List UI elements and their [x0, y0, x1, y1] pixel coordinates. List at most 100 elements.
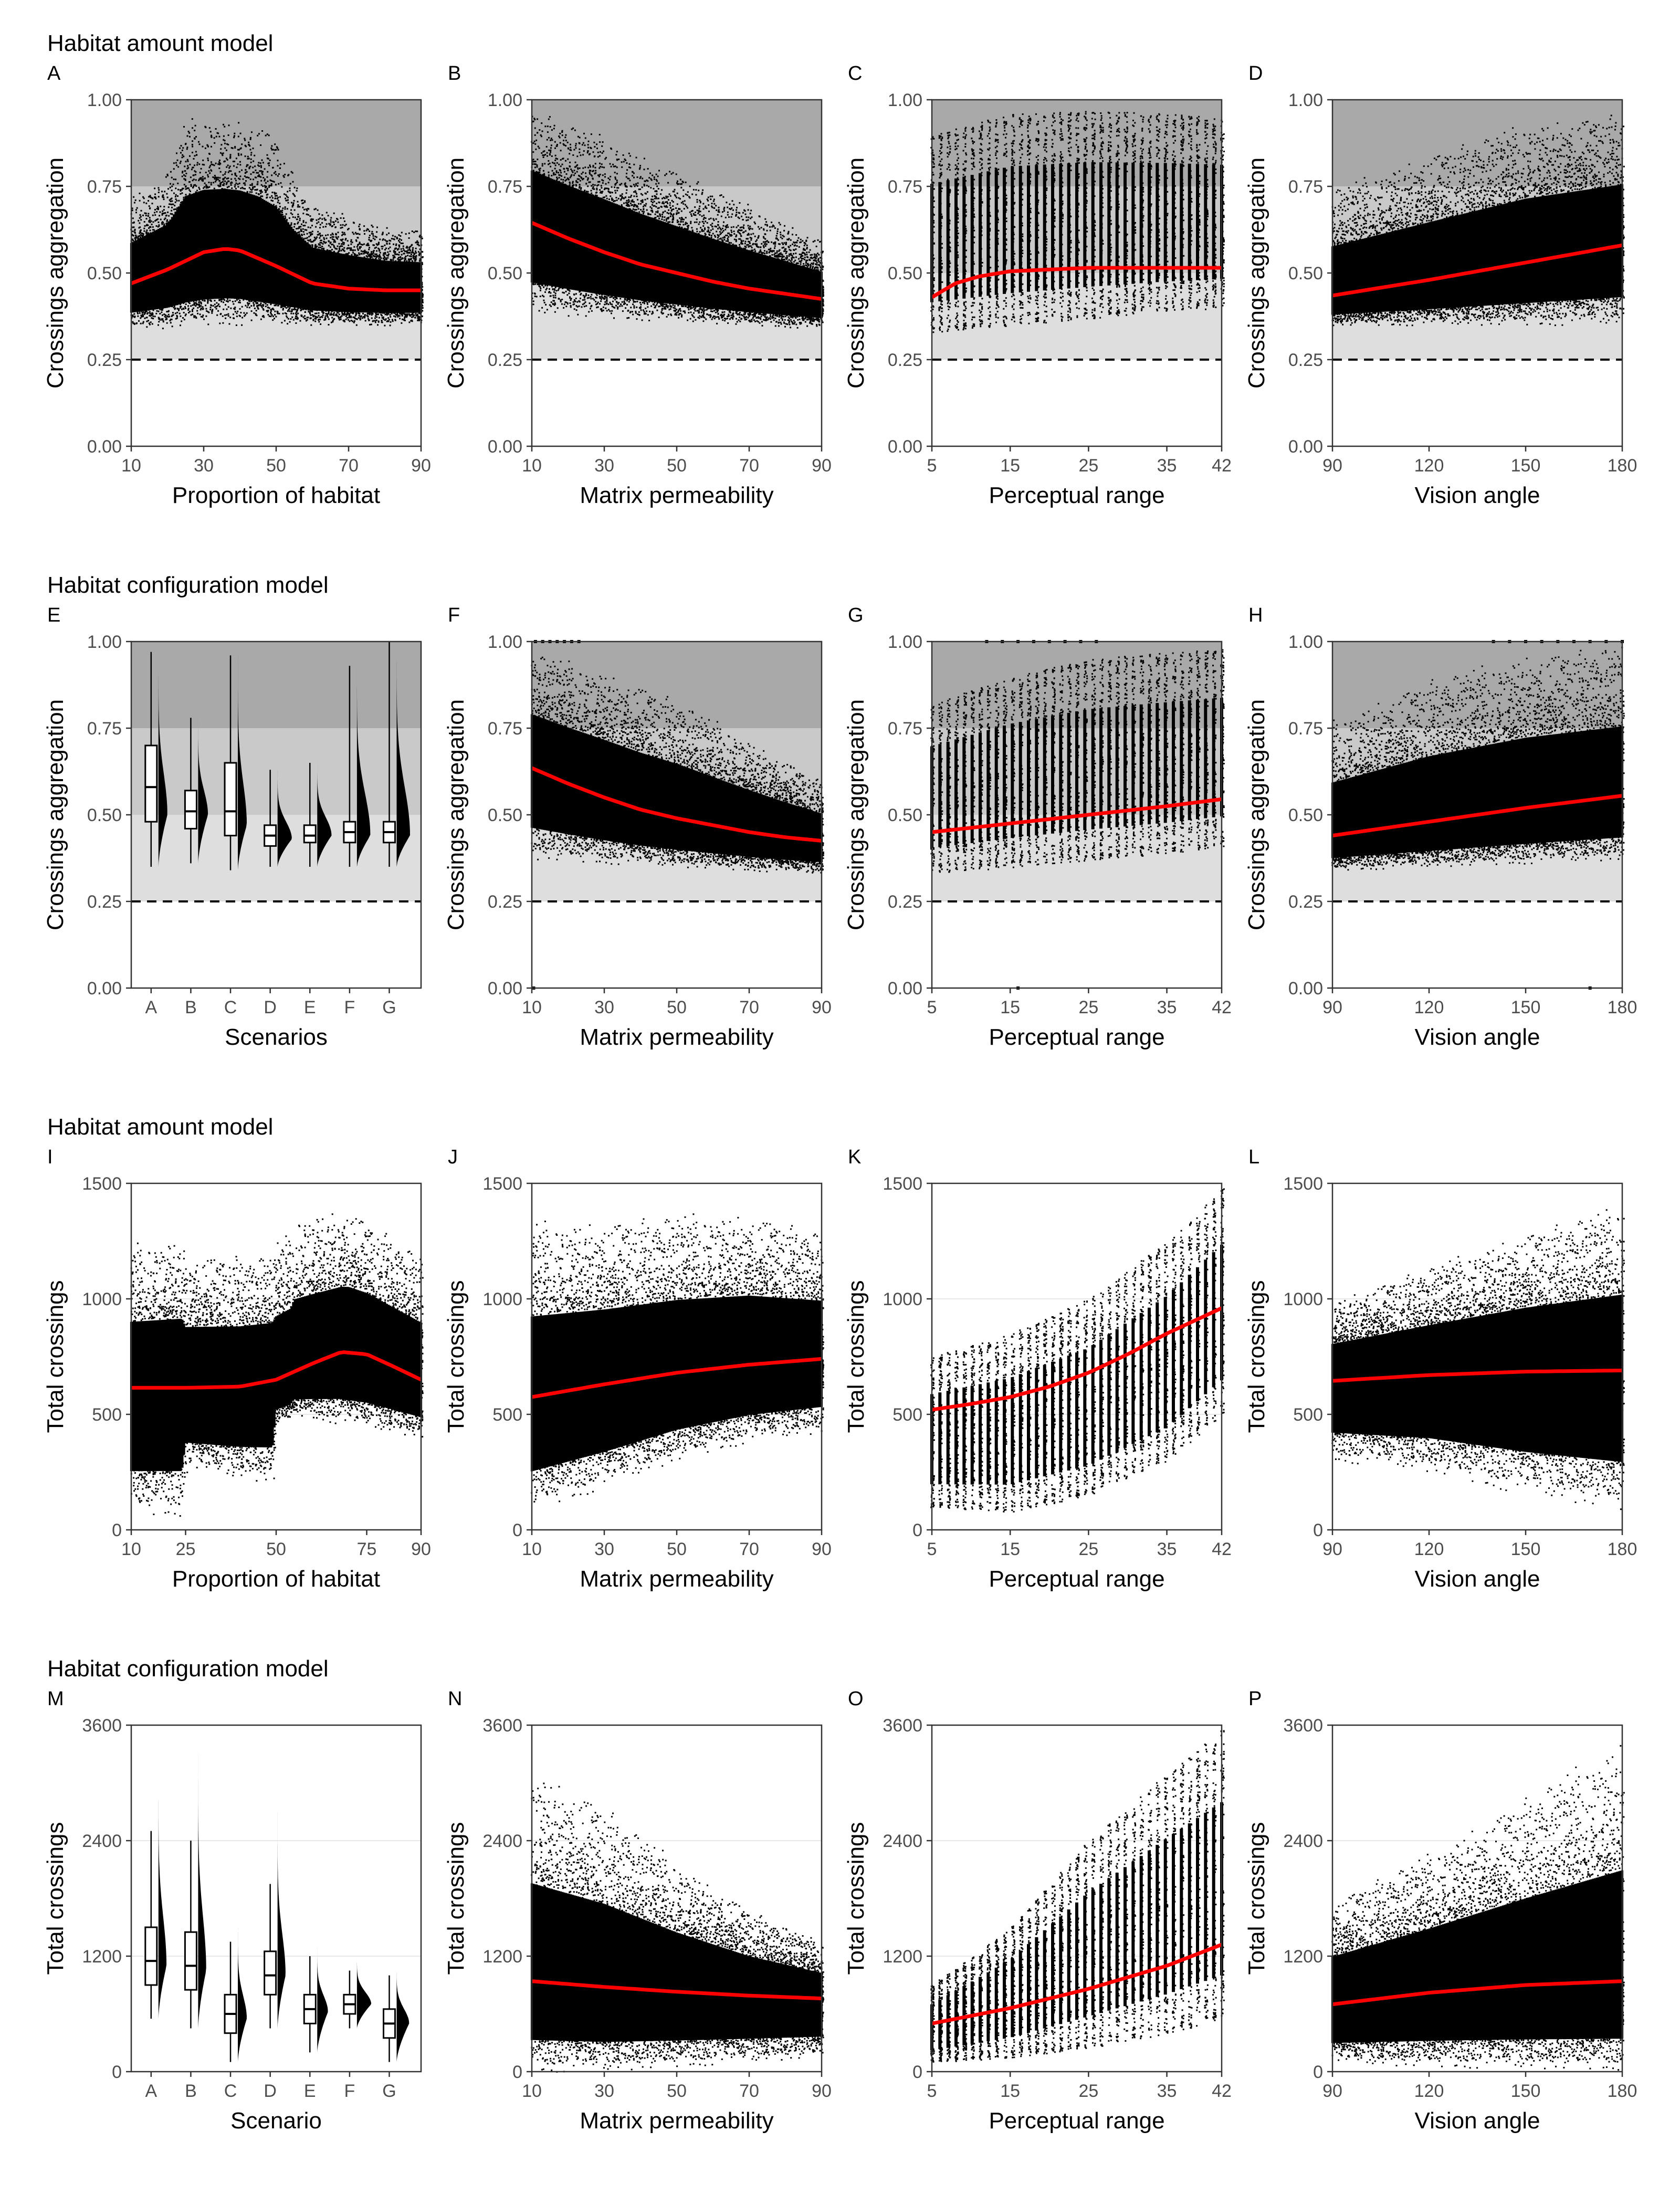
x-axis-label: Vision angle [1415, 1024, 1540, 1050]
y-tick-label: 1.00 [87, 632, 122, 652]
panel-letter: C [848, 62, 862, 85]
fit-line [1332, 1368, 1623, 1383]
y-tick-label: 0.50 [87, 805, 122, 825]
box-A [144, 744, 158, 823]
panel-letter: O [848, 1688, 864, 1710]
x-tick-label: 10 [121, 1539, 141, 1559]
y-tick-label: 3600 [883, 1716, 922, 1736]
data-points [930, 1730, 1225, 2063]
y-tick-label: 0.25 [1288, 350, 1323, 370]
y-axis-label: Total crossings [843, 1822, 869, 1975]
panel-letter: A [47, 62, 61, 85]
x-tick-label: E [304, 998, 316, 1017]
x-tick-label: 30 [594, 456, 614, 476]
x-tick-label: 5 [927, 2081, 937, 2101]
y-tick-label: 1000 [82, 1289, 122, 1309]
y-tick-label: 0.75 [1288, 719, 1323, 739]
y-tick-label: 0.25 [888, 350, 922, 370]
x-tick-label: 5 [927, 998, 937, 1017]
x-tick-label: 42 [1212, 1539, 1232, 1559]
y-tick-label: 0.75 [488, 177, 522, 197]
x-tick-label: 30 [594, 998, 614, 1017]
y-tick-label: 0.25 [488, 892, 522, 912]
y-tick-label: 0 [1313, 1520, 1323, 1540]
x-tick-label: 30 [594, 2081, 614, 2101]
y-tick-label: 0.00 [1288, 979, 1323, 999]
fit-line [1332, 243, 1623, 298]
y-tick-label: 1200 [82, 1947, 122, 1967]
y-axis-label: Crossings aggregation [1244, 699, 1269, 930]
panel-letter: F [448, 604, 460, 626]
panel-letter: D [1248, 62, 1263, 85]
x-axis-label: Matrix permeability [580, 2108, 773, 2134]
x-tick-label: 180 [1608, 456, 1637, 476]
x-tick-label: 70 [739, 1539, 759, 1559]
y-tick-label: 500 [1293, 1405, 1323, 1425]
x-tick-label: E [304, 2081, 316, 2101]
x-axis-label: Scenarios [225, 1024, 328, 1050]
y-tick-label: 1500 [82, 1174, 122, 1194]
band-mid [131, 728, 421, 815]
y-axis-label: Crossings aggregation [43, 158, 68, 388]
fit-line [130, 247, 421, 292]
y-axis-label: Total crossings [43, 1280, 68, 1433]
x-tick-label: F [344, 998, 355, 1017]
y-tick-label: 1.00 [87, 90, 122, 110]
x-tick-label: 90 [1322, 998, 1342, 1017]
y-tick-label: 0 [912, 2062, 922, 2082]
y-axis-label: Total crossings [1244, 1280, 1269, 1433]
violin-C [238, 655, 247, 870]
x-tick-label: 90 [1322, 2081, 1342, 2101]
point-cloud [130, 1213, 424, 1517]
x-tick-label: C [224, 998, 237, 1017]
point-cloud [530, 1213, 824, 1503]
y-tick-label: 0.00 [488, 979, 522, 999]
point-cloud [1331, 114, 1625, 327]
x-axis-label: Matrix permeability [580, 1566, 773, 1592]
x-tick-label: 25 [1078, 2081, 1098, 2101]
band-dark [131, 642, 421, 728]
x-axis-label: Scenario [230, 2108, 322, 2134]
violin-E [317, 763, 332, 867]
plot-frame [931, 1724, 1223, 2073]
x-axis-label: Perceptual range [989, 482, 1164, 508]
fit-line [531, 1357, 822, 1399]
x-tick-label: 150 [1511, 998, 1541, 1017]
x-tick-label: 50 [667, 998, 687, 1017]
violin-B [198, 1754, 206, 2029]
x-axis-label: Matrix permeability [580, 1024, 773, 1050]
y-tick-label: 3600 [82, 1716, 122, 1736]
section-title-1: Habitat amount model [47, 30, 274, 56]
x-tick-label: 75 [357, 1539, 377, 1559]
x-tick-label: 35 [1157, 2081, 1177, 2101]
x-tick-label: 70 [739, 2081, 759, 2101]
violin-F [356, 1956, 372, 2029]
x-tick-label: B [185, 998, 197, 1017]
x-tick-label: 90 [812, 2081, 832, 2101]
panel-letter: K [848, 1146, 861, 1168]
y-tick-label: 500 [92, 1405, 122, 1425]
fit-line [931, 797, 1222, 834]
x-tick-label: 150 [1511, 456, 1541, 476]
y-axis-label: Total crossings [43, 1822, 68, 1975]
x-tick-label: 50 [667, 456, 687, 476]
x-tick-label: 120 [1414, 2081, 1444, 2101]
x-tick-label: 15 [1000, 456, 1020, 476]
x-tick-label: 50 [266, 1539, 286, 1559]
y-tick-label: 1.00 [888, 90, 922, 110]
point-cloud [130, 118, 424, 330]
y-tick-label: 500 [492, 1405, 522, 1425]
fit-line [131, 1350, 422, 1390]
box-A [144, 1926, 158, 1986]
x-tick-label: 120 [1414, 1539, 1444, 1559]
y-tick-label: 0.50 [1288, 805, 1323, 825]
y-tick-label: 0.75 [1288, 177, 1323, 197]
fit-line [531, 766, 822, 843]
y-tick-label: 500 [892, 1405, 922, 1425]
